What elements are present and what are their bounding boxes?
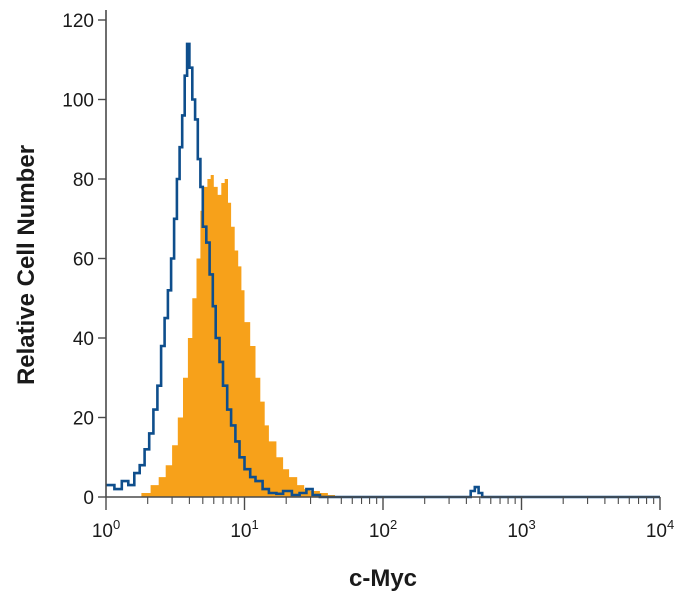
y-axis-title: Relative Cell Number	[13, 145, 40, 385]
x-tick-label-exponent: 3	[528, 517, 535, 532]
y-tick-label: 60	[73, 250, 94, 271]
outline-histogram-series	[106, 42, 660, 499]
y-tick-label: 0	[83, 488, 94, 509]
x-tick-label-base: 10	[92, 521, 113, 542]
x-tick-label-base: 10	[507, 521, 528, 542]
x-tick-label: 102	[369, 517, 397, 542]
x-tick-label-base: 10	[646, 521, 667, 542]
y-tick-label: 120	[62, 11, 94, 32]
filled-histogram-series	[106, 175, 335, 497]
y-tick-label: 20	[73, 409, 94, 430]
x-axis: 100 101 102 103 104	[92, 496, 674, 542]
x-tick-label: 104	[646, 517, 674, 542]
x-tick-label-base: 10	[230, 521, 251, 542]
x-tick-label-exponent: 2	[390, 517, 397, 532]
plot-area	[106, 42, 660, 499]
x-tick-label-exponent: 0	[113, 517, 120, 532]
x-tick-label-exponent: 1	[251, 517, 258, 532]
x-axis-title: c-Myc	[349, 565, 417, 592]
y-tick-label: 80	[73, 170, 94, 191]
x-tick-label: 100	[92, 517, 120, 542]
x-tick-label: 101	[230, 517, 258, 542]
x-tick-label-exponent: 4	[667, 517, 674, 532]
x-tick-label: 103	[507, 517, 535, 542]
y-axis: 0 20 40 60 80 100 120	[62, 10, 107, 509]
x-tick-label-base: 10	[369, 521, 390, 542]
y-tick-label: 100	[62, 91, 94, 112]
y-tick-label: 40	[73, 329, 94, 350]
